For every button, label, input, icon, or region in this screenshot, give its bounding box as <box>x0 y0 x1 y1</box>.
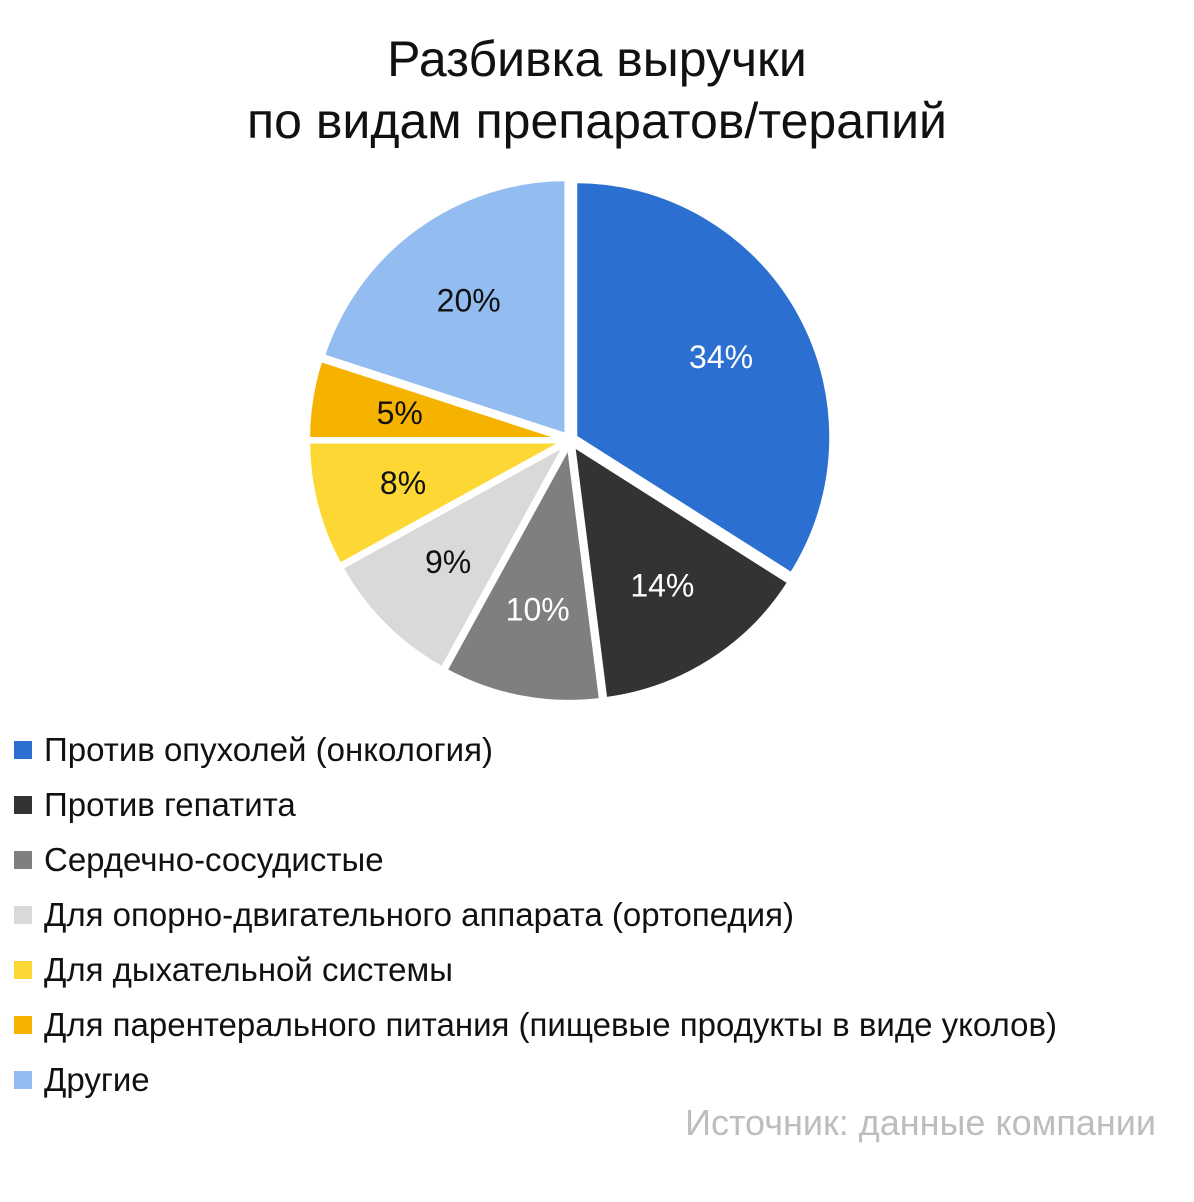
legend-label-6: Для парентерального питания (пищевые про… <box>44 1005 1058 1043</box>
legend-item-2: Против гепатита <box>14 777 1057 832</box>
legend-label-7: Другие <box>44 1060 150 1098</box>
legend-label-5: Для дыхательной системы <box>44 950 453 988</box>
legend-swatch-6 <box>14 1015 32 1034</box>
legend-swatch-4 <box>14 905 32 924</box>
pie-slice-label-7: 20% <box>437 283 501 319</box>
chart-title: Разбивка выручки по видам препаратов/тер… <box>0 28 1194 152</box>
legend-label-3: Сердечно-сосудистые <box>44 840 384 878</box>
source-note: Источник: данные компании <box>685 1102 1156 1143</box>
pie-slice-label-1: 34% <box>689 339 753 375</box>
legend-label-4: Для опорно-двигательного аппарата (ортоп… <box>44 895 794 933</box>
legend-item-6: Для парентерального питания (пищевые про… <box>14 997 1057 1052</box>
pie-slice-5 <box>306 439 567 567</box>
legend-item-7: Другие <box>14 1052 1057 1107</box>
legend-swatch-5 <box>14 960 32 979</box>
legend-swatch-3 <box>14 850 32 869</box>
chart-title-line-1: Разбивка выручки <box>387 31 807 87</box>
pie-slice-label-5: 8% <box>380 465 426 501</box>
pie-slice-3 <box>443 443 603 704</box>
legend-label-1: Против опухолей (онкология) <box>44 730 493 768</box>
pie-slice-2 <box>571 443 792 702</box>
chart-legend: Против опухолей (онкология) Против гепати… <box>14 722 1057 1107</box>
legend-item-3: Сердечно-сосудистые <box>14 832 1057 887</box>
legend-swatch-1 <box>14 740 32 759</box>
pie-slice-4 <box>339 442 568 671</box>
legend-swatch-2 <box>14 795 32 814</box>
legend-item-1: Против опухолей (онкология) <box>14 722 1057 777</box>
pie-slice-label-4: 9% <box>425 544 471 580</box>
legend-swatch-7 <box>14 1070 32 1089</box>
pie-slice-7 <box>321 177 569 438</box>
pie-slice-label-3: 10% <box>506 591 570 627</box>
pie-slice-label-6: 5% <box>377 395 423 431</box>
pie-slice-6 <box>306 357 567 442</box>
legend-item-4: Для опорно-двигательного аппарата (ортоп… <box>14 887 1057 942</box>
legend-label-2: Против гепатита <box>44 785 296 823</box>
pie-chart: 34% 14% 10% 9% 8% 5% 20% <box>306 177 834 704</box>
legend-item-5: Для дыхательной системы <box>14 942 1057 997</box>
pie-slice-1 <box>573 179 834 577</box>
pie-slice-label-2: 14% <box>630 568 694 604</box>
chart-title-line-2: по видам препаратов/терапий <box>247 93 947 149</box>
